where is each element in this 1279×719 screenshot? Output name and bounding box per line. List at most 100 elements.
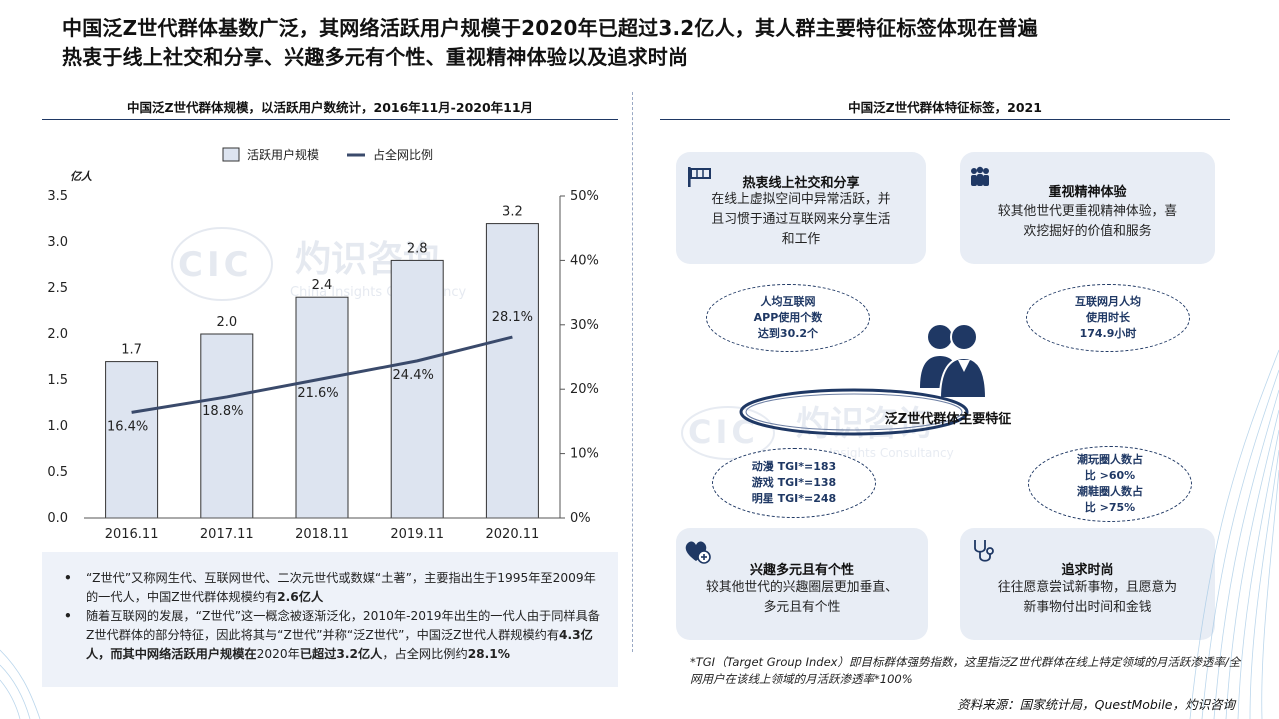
bar xyxy=(200,333,254,519)
line-series: 16.4% 18.8% 21.6% 24.4% 28.1% xyxy=(107,310,533,434)
center-label: 泛Z世代群体主要特征 xyxy=(884,412,1012,427)
notes-box: • “Z世代”又称网生代、互联网世代、二次元世代或数媒“土著”，主要指出生于199… xyxy=(42,552,618,687)
card-body-line: 新事物付出时间和金钱 xyxy=(1023,600,1152,615)
bubble-line: APP使用个数 xyxy=(753,311,823,324)
y-tick-label: 0.5 xyxy=(47,465,68,480)
legend-line-label: 占全网比例 xyxy=(373,147,433,162)
line-value-label: 28.1% xyxy=(492,310,533,325)
note-bold-run: 已超过3.2亿人 xyxy=(299,647,383,661)
card-pursue-fashion: 追求时尚 往往愿意尝试新事物，且愿意为 新事物付出时间和金钱 xyxy=(960,528,1215,640)
note-text: “Z世代”又称网生代、互联网世代、二次元世代或数媒“土著”，主要指出生于1995… xyxy=(86,569,604,607)
bubble-line: 游戏 TGI*=138 xyxy=(751,476,837,489)
bar xyxy=(390,259,444,519)
bar-value-label: 3.2 xyxy=(502,205,523,220)
note-bold-run: 2.6亿人 xyxy=(277,590,324,604)
note-run: 2020年 xyxy=(256,647,300,661)
left-title-rule xyxy=(42,119,618,120)
y-axis-left: 0.0 0.5 1.0 1.5 2.0 2.5 3.0 3.5 xyxy=(47,189,68,526)
card-title: 追求时尚 xyxy=(1061,563,1114,578)
note-item: • “Z世代”又称网生代、互联网世代、二次元世代或数媒“土著”，主要指出生于199… xyxy=(64,569,604,607)
right-section-title: 中国泛Z世代群体特征标签，2021 xyxy=(848,100,1042,115)
bubble-tgi: 动漫 TGI*=183 游戏 TGI*=138 明星 TGI*=248 xyxy=(712,448,876,518)
x-tick-label: 2019.11 xyxy=(390,527,444,542)
card-title: 热衷线上社交和分享 xyxy=(742,176,860,191)
card-body-line: 较其他世代的兴趣圈层更加垂直、 xyxy=(706,580,898,595)
bubble-app-count: 人均互联网 APP使用个数 达到30.2个 xyxy=(706,284,870,352)
x-tick-label: 2020.11 xyxy=(486,527,540,542)
bar-value-label: 2.4 xyxy=(312,278,333,293)
watermark-cn: 灼识咨询 xyxy=(796,404,932,444)
bar-value-label: 2.8 xyxy=(407,241,428,256)
chart-legend: 活跃用户规模 占全网比例 xyxy=(222,147,433,162)
source-note: 资料来源：国家统计局，QuestMobile，灼识咨询 xyxy=(957,697,1235,712)
notes-list: • “Z世代”又称网生代、互联网世代、二次元世代或数媒“土著”，主要指出生于199… xyxy=(64,569,604,664)
card-body-line: 和工作 xyxy=(781,232,821,247)
note-bullet: • xyxy=(64,609,72,623)
bubble-line: 潮玩圈人数占 xyxy=(1077,453,1143,466)
y-tick-label: 1.0 xyxy=(47,419,68,434)
bubble-line: 明星 TGI*=248 xyxy=(751,492,837,505)
card-body: 往往愿意尝试新事物，且愿意为 新事物付出时间和金钱 xyxy=(968,578,1207,618)
y2-tick-label: 30% xyxy=(570,318,599,333)
tgi-footnote: *TGI（Target Group Index）即目标群体强势指数，这里指泛Z世… xyxy=(690,655,1241,686)
x-tick-label: 2016.11 xyxy=(105,527,159,542)
y2-tick-label: 10% xyxy=(570,447,599,462)
flag-icon xyxy=(688,167,711,187)
bubble-fan-circles: 潮玩圈人数占 比 >60% 潮鞋圈人数占 比 >75% xyxy=(1028,446,1192,522)
bar-value-label: 2.0 xyxy=(216,315,237,330)
card-body-line: 往往愿意尝试新事物，且愿意为 xyxy=(997,580,1178,595)
bubble-line: 比 >75% xyxy=(1084,501,1136,514)
x-tick-label: 2017.11 xyxy=(200,527,254,542)
user-scale-chart: CIC 灼识咨询 China Insights Consultancy 活跃用户… xyxy=(47,147,599,542)
bubble-line: 达到30.2个 xyxy=(757,327,819,340)
y2-tick-label: 0% xyxy=(570,511,591,526)
note-bold-run: 28.1% xyxy=(467,647,510,661)
y-tick-label: 3.5 xyxy=(47,189,68,204)
heart-plus-icon xyxy=(685,541,711,564)
bar-series: 1.7 2.0 2.4 2.8 3.2 xyxy=(105,205,539,519)
card-diverse-interests: 兴趣多元且有个性 较其他世代的兴趣圈层更加垂直、 多元且有个性 xyxy=(676,528,928,640)
group-icon xyxy=(971,166,989,186)
section-divider xyxy=(632,92,633,652)
x-axis: 2016.11 2017.11 2018.11 2019.11 2020.11 xyxy=(84,517,560,542)
bar xyxy=(485,223,539,519)
line-value-label: 21.6% xyxy=(297,386,338,401)
bubble-line: 174.9小时 xyxy=(1079,327,1137,340)
left-section-title: 中国泛Z世代群体规模，以活跃用户数统计，2016年11月-2020年11月 xyxy=(126,100,534,115)
page-headline: 中国泛Z世代群体基数广泛，其网络活跃用户规模于2020年已超过3.2亿人，其人群… xyxy=(62,14,1242,72)
bubble-line: 动漫 TGI*=183 xyxy=(751,460,837,473)
note-run: ，占全网比例约 xyxy=(382,647,468,661)
headline-line-1: 中国泛Z世代群体基数广泛，其网络活跃用户规模于2020年已超过3.2亿人，其人群… xyxy=(62,16,1038,40)
bar-value-label: 1.7 xyxy=(121,343,142,358)
bubble-usage-hours: 互联网月人均 使用时长 174.9小时 xyxy=(1026,284,1190,352)
card-title: 重视精神体验 xyxy=(1048,185,1127,200)
y-axis-right: 0% 10% 20% 30% 40% 50% xyxy=(559,189,599,526)
right-title-rule xyxy=(660,119,1230,120)
card-body-line: 且习惯于通过互联网来分享生活 xyxy=(711,212,891,227)
legend-bar-swatch xyxy=(222,147,240,162)
headline-line-2: 热衷于线上社交和分享、兴趣多元有个性、重视精神体验以及追求时尚 xyxy=(62,45,689,69)
watermark-ring xyxy=(171,227,273,301)
bubble-line: 使用时长 xyxy=(1086,311,1130,324)
card-online-social: 热衷线上社交和分享 在线上虚拟空间中异常活跃，并 且习惯于通过互联网来分享生活 … xyxy=(676,152,926,264)
y-tick-label: 2.0 xyxy=(47,327,68,342)
card-body-line: 在线上虚拟空间中异常活跃，并 xyxy=(711,192,891,207)
bubble-line: 互联网月人均 xyxy=(1075,295,1141,308)
decorative-waves xyxy=(1189,349,1279,719)
y2-tick-label: 50% xyxy=(570,189,599,204)
share-line xyxy=(131,335,513,414)
line-value-label: 16.4% xyxy=(107,419,148,434)
y-tick-label: 2.5 xyxy=(47,281,68,296)
card-body-line: 欢挖掘好的价值和服务 xyxy=(1023,224,1152,239)
watermark-abbr: CIC xyxy=(178,245,253,285)
card-body: 较其他世代的兴趣圈层更加垂直、 多元且有个性 xyxy=(684,578,920,618)
card-body-line: 较其他世代更重视精神体验，喜 xyxy=(997,204,1178,219)
y-tick-label: 0.0 xyxy=(47,511,68,526)
x-tick-label: 2018.11 xyxy=(295,527,349,542)
decorative-waves-left xyxy=(0,649,41,719)
card-spiritual-experience: 重视精神体验 较其他世代更重视精神体验，喜 欢挖掘好的价值和服务 xyxy=(960,152,1215,264)
center-ring xyxy=(739,388,969,436)
y2-tick-label: 40% xyxy=(570,253,599,268)
watermark-abbr: CIC xyxy=(688,413,759,451)
note-run: 随着互联网的发展，“Z世代”这一概念被逐渐泛化，2010年-2019年出生的一代… xyxy=(86,609,600,642)
